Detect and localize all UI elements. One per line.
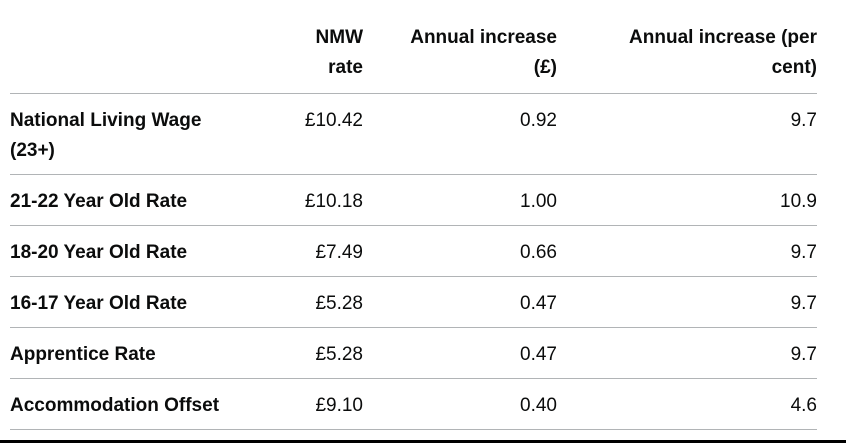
annual-increase-pct-value: 9.7 xyxy=(557,276,817,328)
table-body: National Living Wage (23+) £10.42 0.92 9… xyxy=(10,93,817,430)
table-row: Apprentice Rate £5.28 0.47 9.7 xyxy=(10,327,817,379)
annual-increase-gbp-value: 0.40 xyxy=(363,378,557,430)
header-row: NMW rate Annual increase (£) Annual incr… xyxy=(10,0,817,94)
bottom-edge-rule xyxy=(0,440,846,443)
annual-increase-pct-value: 9.7 xyxy=(557,327,817,379)
annual-increase-gbp-value: 0.92 xyxy=(363,93,557,175)
annual-increase-pct-value: 9.7 xyxy=(557,225,817,277)
annual-increase-gbp-value: 0.47 xyxy=(363,276,557,328)
table-row: 16-17 Year Old Rate £5.28 0.47 9.7 xyxy=(10,276,817,328)
annual-increase-gbp-value: 0.66 xyxy=(363,225,557,277)
nmw-rate-value: £7.49 xyxy=(270,225,363,277)
nmw-rate-value: £10.42 xyxy=(270,93,363,175)
nmw-rate-value: £5.28 xyxy=(270,276,363,328)
annual-increase-pct-value: 10.9 xyxy=(557,174,817,226)
annual-increase-pct-value: 9.7 xyxy=(557,93,817,175)
annual-increase-pct-value: 4.6 xyxy=(557,378,817,430)
nmw-rates-table: NMW rate Annual increase (£) Annual incr… xyxy=(10,0,817,430)
table-row: 18-20 Year Old Rate £7.49 0.66 9.7 xyxy=(10,225,817,277)
table-row: Accommodation Offset £9.10 0.40 4.6 xyxy=(10,378,817,430)
annual-increase-gbp-value: 1.00 xyxy=(363,174,557,226)
table-header: NMW rate Annual increase (£) Annual incr… xyxy=(10,0,817,94)
nmw-rate-value: £9.10 xyxy=(270,378,363,430)
row-label: 16-17 Year Old Rate xyxy=(10,276,270,328)
col-header-nmw-rate: NMW rate xyxy=(270,0,363,94)
col-header-empty xyxy=(10,0,270,94)
annual-increase-gbp-value: 0.47 xyxy=(363,327,557,379)
row-label: 18-20 Year Old Rate xyxy=(10,225,270,277)
row-label: Apprentice Rate xyxy=(10,327,270,379)
row-label: 21-22 Year Old Rate xyxy=(10,174,270,226)
nmw-rate-value: £5.28 xyxy=(270,327,363,379)
col-header-annual-increase-gbp: Annual increase (£) xyxy=(363,0,557,94)
nmw-rate-value: £10.18 xyxy=(270,174,363,226)
col-header-annual-increase-pct: Annual increase (per cent) xyxy=(557,0,817,94)
row-label: Accommodation Offset xyxy=(10,378,270,430)
row-label: National Living Wage (23+) xyxy=(10,93,270,175)
table-row: 21-22 Year Old Rate £10.18 1.00 10.9 xyxy=(10,174,817,226)
table-row: National Living Wage (23+) £10.42 0.92 9… xyxy=(10,93,817,175)
